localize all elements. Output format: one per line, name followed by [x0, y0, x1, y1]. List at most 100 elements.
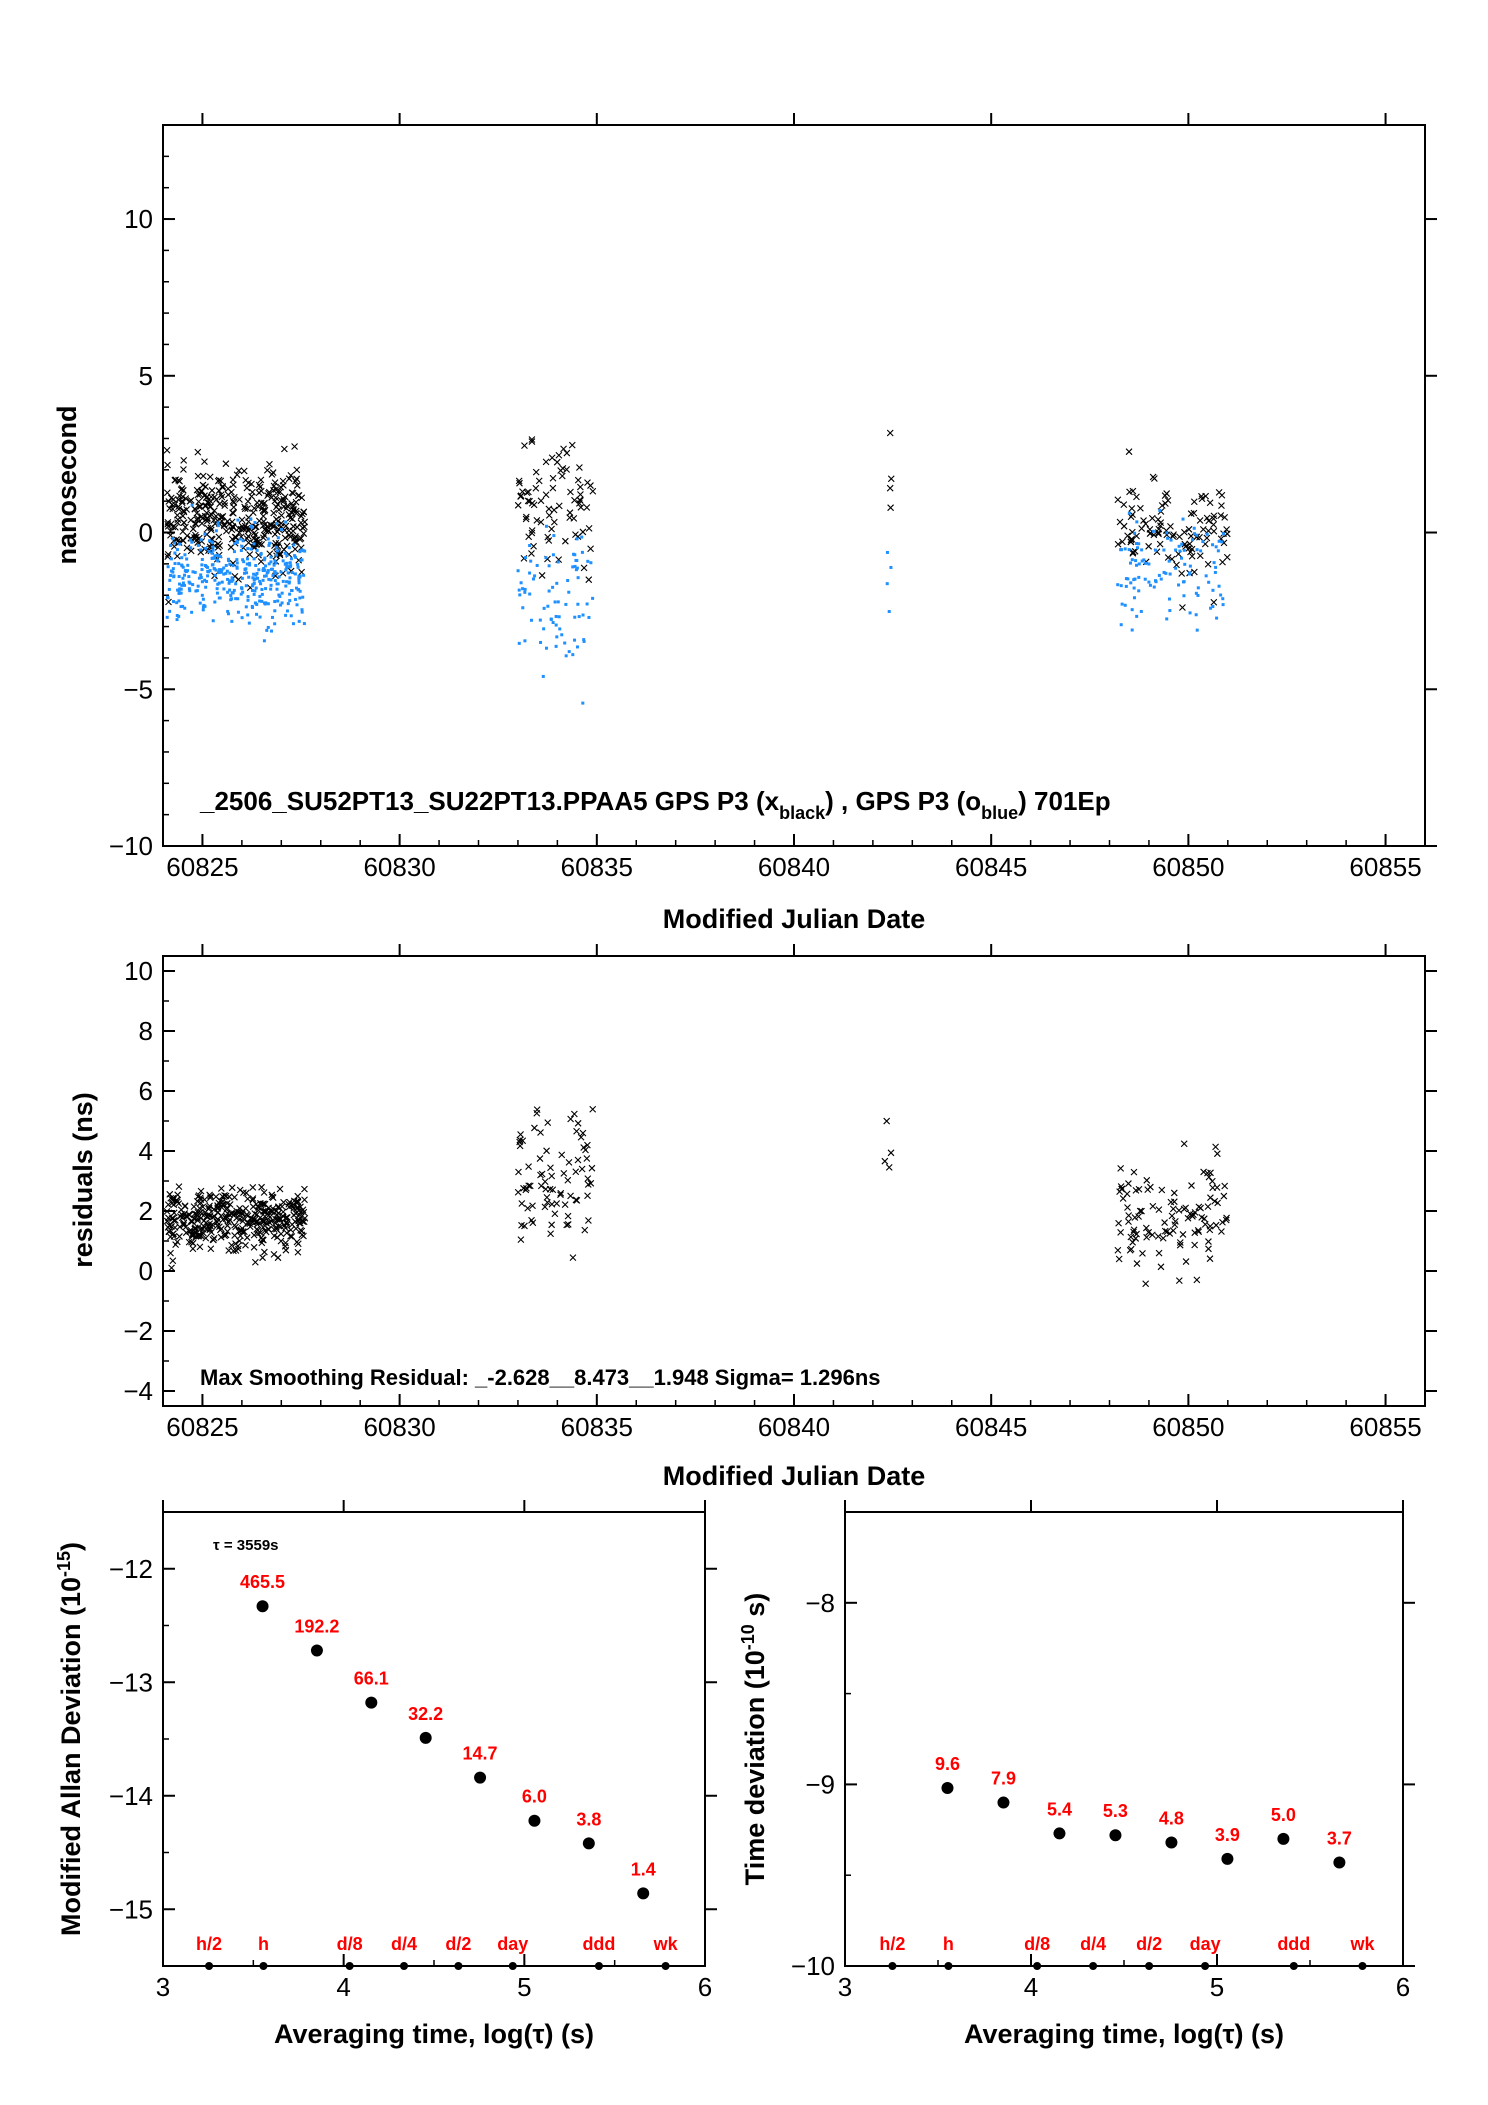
data-point-x — [242, 1241, 249, 1249]
data-point-x — [220, 522, 228, 530]
data-point-dot — [1214, 545, 1218, 549]
data-point-x — [1117, 1165, 1125, 1172]
data-point-x — [549, 474, 557, 482]
y-tick-label: 4 — [139, 1136, 153, 1166]
data-point-x — [225, 520, 233, 528]
data-point-dot — [1140, 548, 1144, 552]
x-tick-label: 3 — [156, 1972, 170, 2002]
data-point-x — [251, 1258, 259, 1266]
data-point-x — [176, 1233, 183, 1240]
data-point-x — [1157, 1263, 1165, 1271]
y-tick-label: −12 — [109, 1554, 153, 1584]
data-point-x — [291, 545, 299, 553]
data-point-dot — [224, 563, 228, 567]
data-point-dot — [290, 571, 294, 575]
data-point-dot — [528, 592, 532, 596]
point-value-label: 32.2 — [408, 1704, 443, 1724]
data-point-dot — [252, 542, 256, 546]
data-point-dot — [189, 546, 193, 550]
data-point-x — [525, 488, 532, 496]
data-point-dot — [213, 567, 217, 571]
interval-marker — [1201, 1962, 1210, 1970]
data-point-x — [270, 1251, 278, 1258]
data-point-dot — [196, 584, 200, 588]
data-point-dot — [201, 605, 205, 609]
interval-marker — [1033, 1962, 1042, 1970]
data-point-dot — [294, 555, 298, 559]
data-point-x — [584, 1192, 591, 1200]
data-point-x — [545, 505, 553, 513]
data-point-x — [252, 523, 260, 531]
data-point-dot — [188, 589, 192, 593]
phase-x-axis-label: Modified Julian Date — [663, 904, 926, 934]
data-point-x — [537, 1171, 544, 1179]
data-point-dot — [183, 583, 187, 587]
data-point-x — [1145, 542, 1153, 550]
data-point-x — [528, 527, 536, 534]
y-tick-label: −4 — [123, 1376, 153, 1406]
data-point-x — [274, 1210, 282, 1217]
data-point-dot — [168, 578, 172, 582]
phase-panel: 60825 60830 60835 60840 60845 60850 60855 −10 −5… — [52, 113, 1437, 934]
data-point-x — [222, 527, 230, 535]
data-point-dot — [260, 587, 264, 591]
data-point-dot — [1193, 532, 1197, 536]
data-point-x — [557, 467, 565, 474]
data-point-x — [1176, 533, 1183, 541]
data-point-dot — [245, 562, 249, 566]
data-point-dot — [228, 579, 232, 583]
data-point-dot — [276, 536, 280, 540]
y-tick-label: 10 — [124, 204, 153, 234]
data-point-dot — [1135, 520, 1139, 524]
data-point-x — [1191, 1229, 1199, 1237]
data-point-dot — [552, 534, 556, 538]
data-point-x — [175, 1200, 183, 1207]
interval-marker — [454, 1962, 463, 1970]
data-point-dot — [269, 629, 273, 633]
data-point-x — [271, 479, 279, 487]
data-point-dot — [179, 587, 183, 591]
data-point-dot — [549, 617, 553, 621]
interval-marker — [888, 1962, 897, 1970]
allan-y-axis-label: Modified Allan Deviation (10-15) — [54, 1542, 86, 1936]
data-point-x — [538, 572, 546, 579]
data-point-x — [294, 1240, 302, 1248]
data-point-dot — [1196, 586, 1200, 590]
data-point-x — [176, 1213, 184, 1220]
data-point-x — [224, 491, 232, 499]
data-point-x — [241, 505, 249, 513]
data-point-dot — [235, 558, 239, 562]
data-point-x — [221, 502, 229, 510]
data-point-x — [243, 1234, 251, 1241]
tdev-plot-frame — [844, 1511, 1404, 1967]
data-point-x — [175, 476, 182, 484]
data-point-dot — [210, 540, 214, 544]
data-point-dot — [200, 557, 204, 561]
data-point-x — [1198, 495, 1206, 503]
data-point-dot — [169, 544, 173, 548]
data-point-x — [1179, 604, 1186, 611]
data-point-dot — [231, 564, 235, 568]
data-point-dot — [560, 633, 564, 637]
stability-point — [941, 1782, 954, 1795]
data-point-x — [568, 441, 576, 449]
data-point-dot — [285, 554, 289, 558]
data-point-x — [1155, 530, 1162, 538]
tdev-y-axis-label: Time deviation (10-10 s) — [738, 1593, 770, 1886]
data-point-dot — [287, 581, 291, 585]
data-point-x — [292, 498, 300, 506]
data-point-x — [585, 576, 593, 584]
data-point-dot — [1126, 577, 1130, 581]
data-point-x — [216, 1226, 224, 1234]
data-point-dot — [246, 595, 250, 599]
data-point-dot — [167, 587, 171, 591]
data-point-x — [238, 1209, 246, 1217]
data-point-dot — [261, 578, 265, 582]
data-point-x — [886, 484, 894, 492]
data-point-x — [180, 466, 187, 473]
data-point-dot — [181, 581, 185, 585]
data-point-x — [206, 1194, 214, 1202]
data-point-dot — [177, 599, 181, 603]
data-point-dot — [177, 562, 181, 566]
data-point-x — [588, 1164, 596, 1172]
